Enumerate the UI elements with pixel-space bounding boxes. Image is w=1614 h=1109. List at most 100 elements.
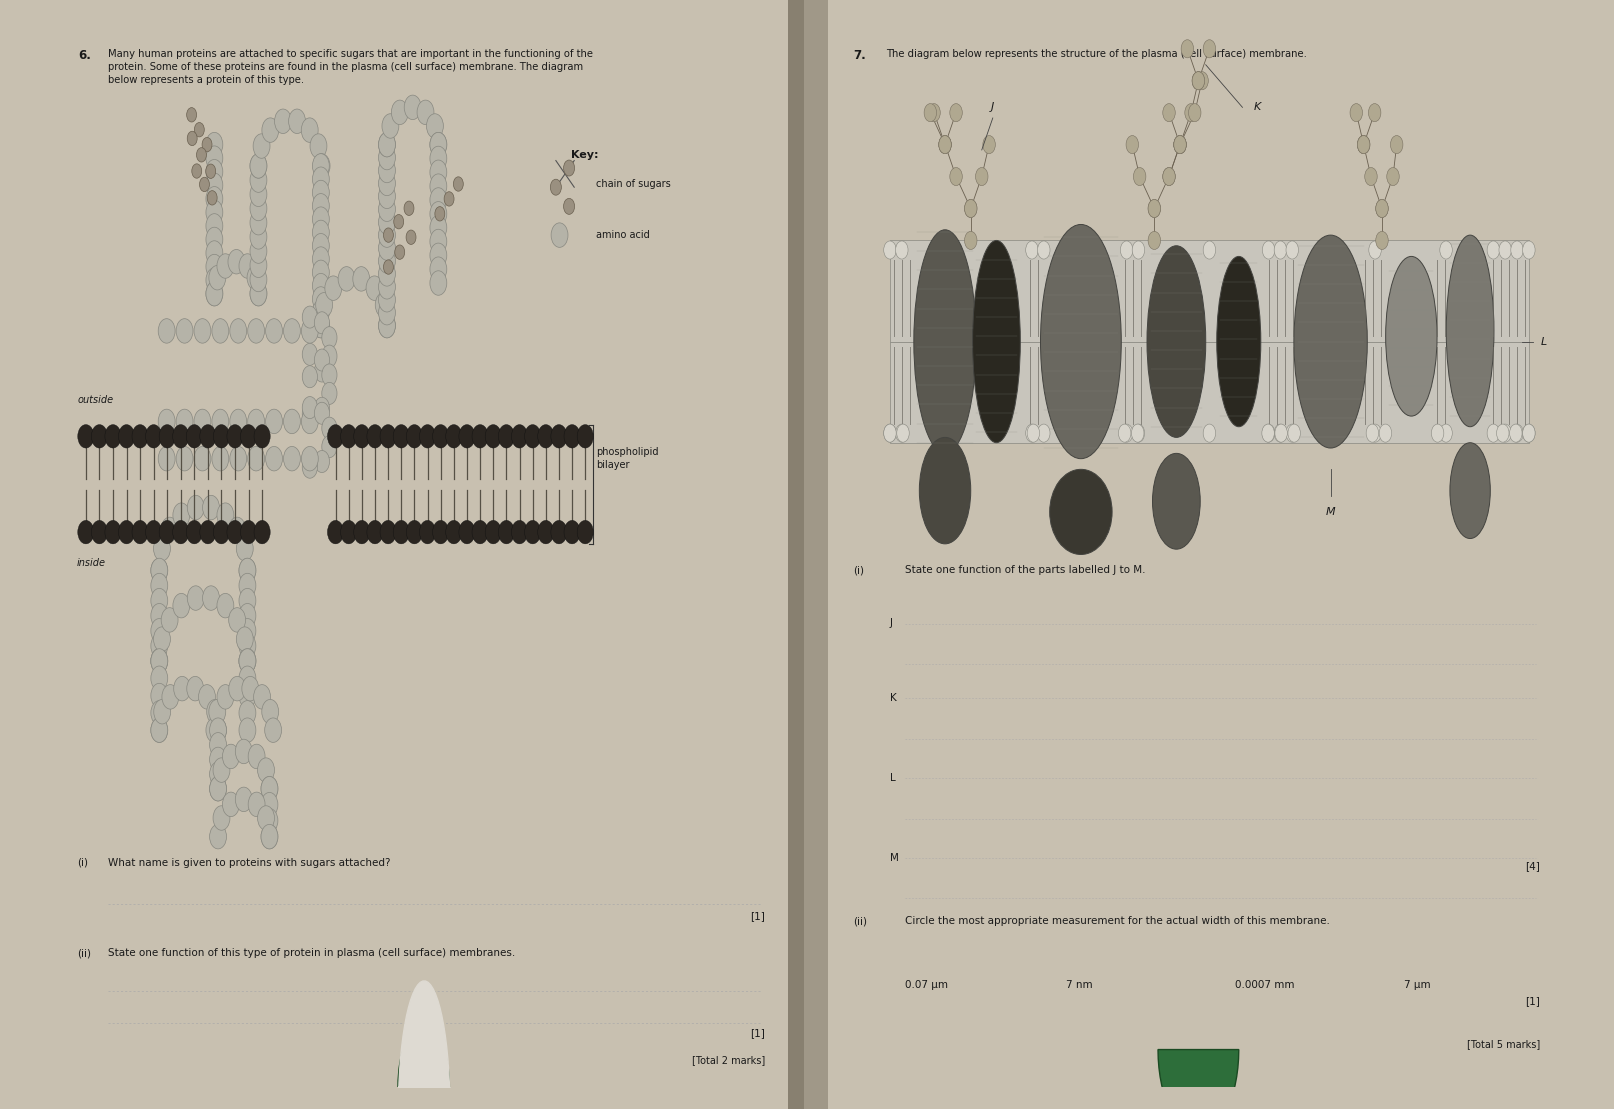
Circle shape — [315, 450, 329, 472]
Circle shape — [975, 167, 988, 185]
Text: [1]: [1] — [751, 1028, 765, 1038]
Circle shape — [1275, 424, 1288, 442]
Circle shape — [284, 318, 300, 343]
Circle shape — [379, 314, 395, 338]
Circle shape — [194, 318, 211, 343]
Text: inside: inside — [77, 558, 107, 568]
Circle shape — [187, 108, 197, 122]
Bar — [889, 342, 1528, 442]
Circle shape — [160, 520, 176, 543]
Circle shape — [379, 275, 395, 299]
Circle shape — [158, 409, 174, 434]
Circle shape — [250, 253, 266, 277]
Circle shape — [1273, 241, 1286, 260]
Circle shape — [208, 700, 226, 724]
Circle shape — [239, 558, 257, 582]
Circle shape — [313, 167, 329, 192]
Circle shape — [379, 248, 395, 273]
Circle shape — [302, 118, 318, 142]
Text: phospholipid
bilayer: phospholipid bilayer — [596, 447, 659, 470]
Circle shape — [965, 200, 976, 217]
Circle shape — [379, 287, 395, 312]
Circle shape — [253, 134, 270, 159]
Circle shape — [512, 520, 528, 543]
Circle shape — [313, 247, 329, 272]
Circle shape — [153, 700, 171, 724]
Circle shape — [213, 520, 229, 543]
Circle shape — [1131, 424, 1144, 442]
Circle shape — [208, 265, 226, 289]
Circle shape — [315, 349, 329, 372]
Circle shape — [302, 403, 318, 425]
Circle shape — [499, 520, 515, 543]
Circle shape — [1496, 424, 1509, 442]
Circle shape — [1380, 424, 1391, 442]
Ellipse shape — [399, 1022, 449, 1109]
Circle shape — [896, 241, 909, 260]
Circle shape — [321, 345, 337, 367]
Circle shape — [207, 268, 223, 293]
Circle shape — [315, 403, 329, 425]
Ellipse shape — [920, 437, 970, 543]
Circle shape — [250, 182, 266, 206]
Circle shape — [200, 425, 216, 448]
Circle shape — [1511, 424, 1524, 442]
Circle shape — [321, 417, 337, 439]
Circle shape — [249, 744, 265, 769]
Circle shape — [379, 425, 395, 448]
Circle shape — [313, 194, 329, 218]
Circle shape — [250, 238, 266, 263]
Ellipse shape — [1217, 256, 1261, 427]
Circle shape — [92, 520, 108, 543]
Circle shape — [239, 633, 257, 658]
Circle shape — [384, 228, 394, 242]
Circle shape — [118, 425, 134, 448]
Circle shape — [210, 733, 226, 757]
Circle shape — [216, 684, 234, 709]
Circle shape — [316, 293, 332, 317]
Circle shape — [1486, 424, 1499, 442]
Circle shape — [321, 436, 337, 458]
Circle shape — [313, 261, 329, 285]
Circle shape — [499, 425, 515, 448]
Circle shape — [404, 201, 413, 215]
Circle shape — [194, 447, 211, 471]
Text: Circle the most appropriate measurement for the actual width of this membrane.: Circle the most appropriate measurement … — [904, 916, 1330, 926]
Circle shape — [310, 134, 328, 159]
Circle shape — [1162, 103, 1175, 122]
Circle shape — [379, 262, 395, 286]
Circle shape — [429, 187, 447, 212]
Circle shape — [240, 425, 257, 448]
Circle shape — [537, 520, 554, 543]
Circle shape — [289, 109, 305, 133]
Circle shape — [302, 447, 318, 471]
Circle shape — [1390, 135, 1403, 154]
Circle shape — [884, 424, 896, 442]
Circle shape — [266, 409, 282, 434]
Circle shape — [207, 200, 223, 225]
Circle shape — [563, 199, 575, 214]
Circle shape — [1288, 424, 1301, 442]
Circle shape — [1193, 72, 1204, 90]
Circle shape — [896, 424, 909, 442]
Text: (ii): (ii) — [77, 948, 90, 958]
Circle shape — [939, 135, 951, 154]
Circle shape — [1133, 167, 1146, 185]
Circle shape — [236, 537, 253, 561]
Circle shape — [210, 776, 226, 801]
Circle shape — [132, 425, 148, 448]
Circle shape — [161, 517, 178, 541]
Circle shape — [302, 409, 318, 434]
Circle shape — [928, 103, 941, 122]
Text: L: L — [889, 773, 896, 783]
Circle shape — [186, 520, 202, 543]
Circle shape — [173, 425, 189, 448]
Circle shape — [258, 806, 274, 831]
Text: K: K — [889, 693, 897, 703]
Circle shape — [207, 227, 223, 252]
Circle shape — [228, 250, 245, 274]
Circle shape — [150, 603, 168, 628]
Circle shape — [247, 318, 265, 343]
Circle shape — [150, 558, 168, 582]
Polygon shape — [1157, 1049, 1240, 1109]
